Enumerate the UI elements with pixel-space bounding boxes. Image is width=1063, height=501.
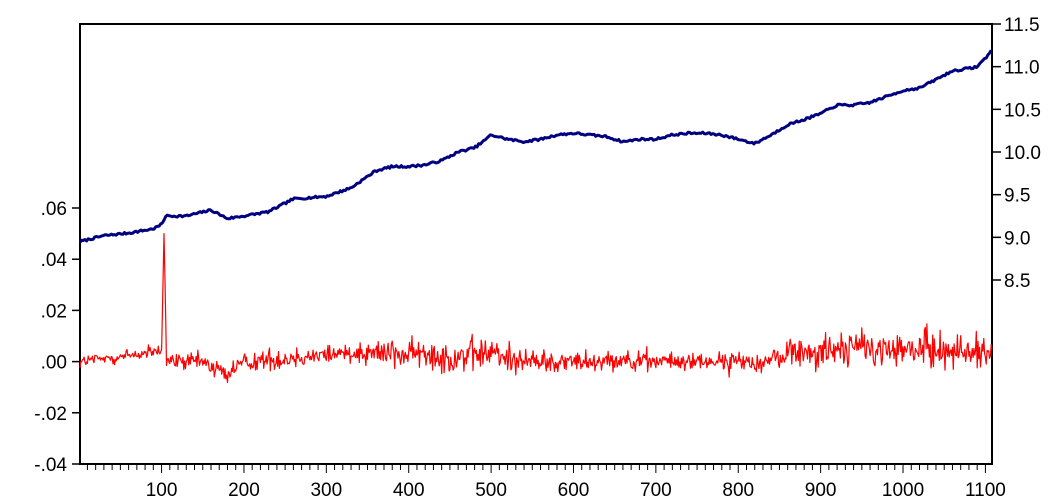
y-right-tick-label: 11.0	[1004, 58, 1040, 79]
y-right-tick-label: 9.0	[1004, 228, 1030, 249]
y-axis-right: 8.5 9.0 9.5 10.0 10.5 11.0 11.5	[992, 15, 1041, 292]
x-tick-label: 400	[393, 480, 425, 501]
x-tick-label: 100	[146, 480, 178, 501]
y-left-tick-label: .04	[41, 250, 68, 271]
y-left-tick-label: -.04	[34, 455, 67, 476]
y-left-tick-label: .06	[41, 199, 67, 220]
y-right-tick-label: 8.5	[1004, 271, 1030, 292]
x-tick-label: 700	[640, 480, 672, 501]
y-axis-left: -.04 -.02 .00 .02 .04 .06	[34, 199, 80, 476]
x-axis: 100 200 300 400 500 600 700 800 900 1000 1100	[146, 480, 1006, 501]
y-right-tick-label: 10.0	[1004, 143, 1041, 164]
series-left-line	[79, 233, 993, 384]
x-minor-ticks	[86, 464, 986, 473]
series-right-line	[78, 49, 993, 244]
x-tick-label: 900	[805, 480, 837, 501]
x-tick-label: 600	[558, 480, 590, 501]
y-right-tick-label: 10.5	[1004, 100, 1041, 121]
plot-area-frame	[79, 23, 993, 465]
y-left-tick-label: .02	[41, 301, 67, 322]
y-right-tick-label: 9.5	[1004, 186, 1030, 207]
x-tick-label: 800	[722, 480, 754, 501]
x-tick-label: 200	[228, 480, 260, 501]
x-tick-label: 1100	[965, 480, 1006, 501]
x-tick-label: 500	[475, 480, 507, 501]
x-tick-label: 1000	[882, 480, 924, 501]
x-tick-label: 300	[310, 480, 342, 501]
y-left-tick-label: .00	[41, 353, 67, 374]
y-right-tick-label: 11.5	[1004, 15, 1040, 36]
y-left-tick-label: -.02	[34, 404, 67, 425]
